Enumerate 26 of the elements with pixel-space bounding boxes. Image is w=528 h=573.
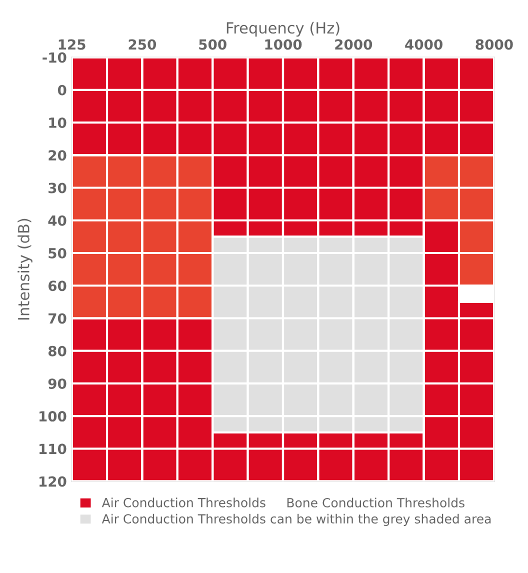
y-tick-label: 30 [48,182,66,194]
x-tick-label: 4000 [405,39,442,50]
x-tick-label: 2000 [335,39,372,50]
y-tick-label: 20 [48,150,66,161]
x-axis-title: Frequency (Hz) [226,22,340,37]
y-tick-label: 80 [48,346,66,356]
x-tick-label: 125 [58,39,86,50]
text: Bone Conduction Thresholds [287,498,464,508]
y-tick-label: 90 [48,378,66,389]
x-tick-label: 250 [128,39,156,50]
y-tick-label: 50 [48,248,66,258]
legend-label: Air Conduction Thresholds can be within the grey shaded area [102,514,491,526]
y-tick-label: 100 [40,411,66,422]
y-tick-label: -10 [42,52,66,63]
y-tick-label: 70 [48,313,66,324]
x-tick-label: 500 [199,39,226,50]
y-tick-label: 40 [48,215,66,226]
y-tick-label: 60 [48,280,66,292]
y-tick-label: 120 [40,476,66,487]
x-tick-label: 1000 [265,39,302,50]
y-axis-title: Intensity (dB) [18,218,32,320]
y-tick-label: 110 [40,444,66,454]
y-tick-label: 0 [58,84,66,96]
x-tick-label: 8000 [476,39,513,50]
y-tick-label: 10 [49,118,66,128]
legend-label: Air Conduction Thresholds [102,498,266,508]
